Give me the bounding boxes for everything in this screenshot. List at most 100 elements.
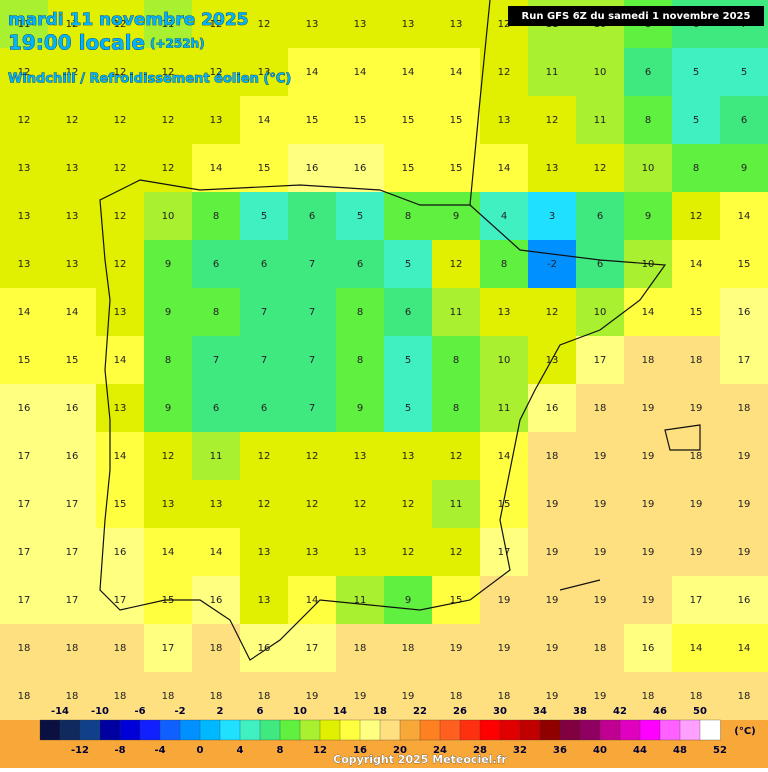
grid-value: 8 (213, 307, 219, 318)
grid-value: 5 (357, 211, 363, 222)
grid-cell (240, 96, 288, 144)
grid-cell (720, 144, 768, 192)
lead-time: (+252h) (150, 37, 205, 51)
grid-value: 5 (405, 259, 411, 270)
grid-cell (624, 576, 672, 624)
grid-value: 12 (258, 451, 271, 462)
grid-value: 12 (546, 115, 559, 126)
grid-cell (288, 288, 336, 336)
grid-value: 10 (498, 355, 511, 366)
grid-value: 10 (642, 163, 655, 174)
grid-value: 16 (738, 307, 751, 318)
grid-cell (336, 240, 384, 288)
grid-cell (192, 240, 240, 288)
grid-cell (720, 384, 768, 432)
grid-cell (192, 528, 240, 576)
grid-cell (192, 384, 240, 432)
grid-value: 12 (162, 451, 175, 462)
grid-value: 12 (66, 115, 79, 126)
grid-value: 19 (594, 595, 607, 606)
grid-value: 16 (354, 163, 367, 174)
grid-cell (336, 288, 384, 336)
colorbar-swatch (479, 719, 501, 741)
grid-value: 18 (402, 643, 415, 654)
grid-cell (672, 48, 720, 96)
grid-cell (480, 144, 528, 192)
grid-cell (528, 240, 576, 288)
subtitle: Windchill / Refroidissement éolien (°C) (8, 72, 291, 87)
grid-value: 6 (405, 307, 411, 318)
colorbar-swatch (79, 719, 101, 741)
grid-value: 17 (114, 595, 127, 606)
grid-cell (192, 624, 240, 672)
grid-cell (144, 96, 192, 144)
grid-cell (672, 384, 720, 432)
colorbar-swatch (679, 719, 701, 741)
grid-value: 6 (213, 259, 219, 270)
colorbar-label: 46 (653, 706, 667, 717)
grid-value: 8 (501, 259, 507, 270)
grid-value: 18 (594, 643, 607, 654)
grid-value: 16 (18, 403, 31, 414)
grid-cell (384, 96, 432, 144)
grid-value: 17 (66, 595, 79, 606)
grid-cell (96, 432, 144, 480)
grid-value: 12 (402, 547, 415, 558)
grid-cell (528, 96, 576, 144)
grid-value: 13 (66, 163, 79, 174)
grid-cell (576, 96, 624, 144)
grid-cell (528, 672, 576, 720)
grid-value: 18 (354, 643, 367, 654)
grid-value: 10 (642, 259, 655, 270)
grid-cell (336, 528, 384, 576)
grid-cell (384, 336, 432, 384)
colorbar-label: 18 (373, 706, 387, 717)
grid-value: 16 (738, 595, 751, 606)
grid-cell (144, 528, 192, 576)
grid-cell (0, 384, 48, 432)
grid-cell (0, 0, 48, 48)
grid-value: 13 (18, 163, 31, 174)
colorbar-label: 20 (393, 745, 407, 756)
grid-cell (0, 48, 48, 96)
grid-cell (576, 336, 624, 384)
grid-value: 18 (690, 451, 703, 462)
grid-value: 14 (162, 547, 175, 558)
grid-value: 19 (594, 451, 607, 462)
grid-cell (192, 48, 240, 96)
copyright: Copyright 2025 Meteociel.fr (333, 753, 507, 766)
grid-cell (480, 384, 528, 432)
grid-value: 12 (114, 259, 127, 270)
grid-cell (336, 384, 384, 432)
grid-value: 12 (114, 19, 127, 30)
grid-value: 12 (450, 451, 463, 462)
grid-value: 18 (210, 643, 223, 654)
grid-value: 7 (261, 307, 267, 318)
grid-value: 14 (210, 547, 223, 558)
colorbar-label: 26 (453, 706, 467, 717)
colorbar-swatch (59, 719, 81, 741)
grid-cell (48, 288, 96, 336)
grid-cell (672, 96, 720, 144)
grid-value: 19 (738, 547, 751, 558)
grid-cell (672, 672, 720, 720)
grid-value: 13 (114, 307, 127, 318)
grid-value: 18 (18, 691, 31, 702)
grid-value: 15 (66, 355, 79, 366)
grid-cell (336, 336, 384, 384)
grid-value: 16 (258, 643, 271, 654)
grid-value: 15 (18, 355, 31, 366)
grid-value: 13 (354, 547, 367, 558)
grid-value: 14 (114, 451, 127, 462)
grid-cell (528, 384, 576, 432)
grid-cell (432, 0, 480, 48)
grid-value: 19 (546, 643, 559, 654)
grid-cell (384, 624, 432, 672)
grid-cell (240, 288, 288, 336)
coastline (99, 179, 667, 661)
grid-value: 6 (597, 211, 603, 222)
grid-cell (528, 576, 576, 624)
grid-cell (576, 480, 624, 528)
grid-value: 12 (546, 307, 559, 318)
